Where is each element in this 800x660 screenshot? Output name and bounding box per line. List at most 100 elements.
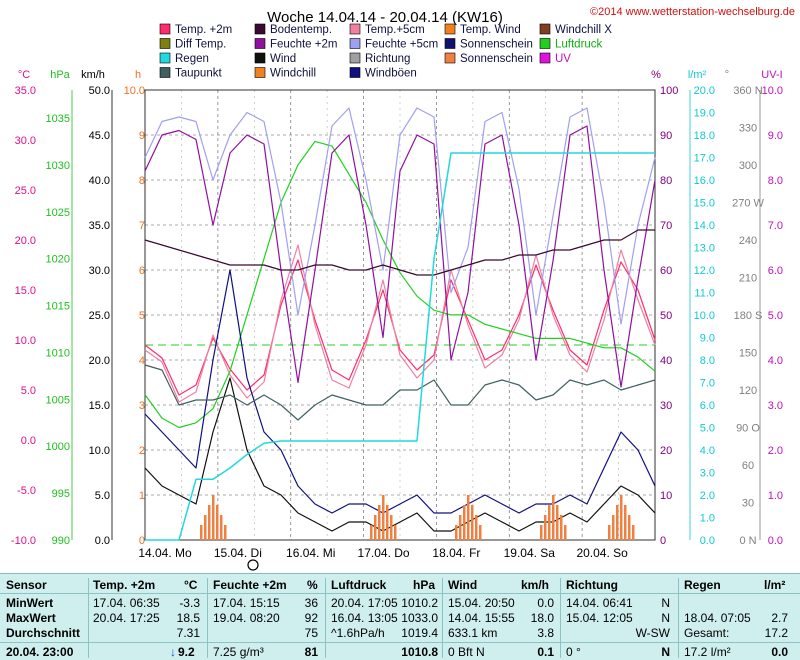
axis-unit-dir: ° <box>725 69 729 81</box>
axis-tick-hum: 50 <box>660 310 672 322</box>
axis-tick-sun: 10.0 <box>124 85 145 97</box>
axis-tick-uv: 2.0 <box>768 445 783 457</box>
sunshine-bar <box>544 515 547 540</box>
axis-tick-rain: 6.0 <box>700 400 715 412</box>
axis-tick-sun: 5 <box>139 310 145 322</box>
axis-tick-wind: 45.0 <box>89 130 110 142</box>
stats-cell-hum_val: 92 <box>304 611 318 625</box>
stats-cell-press_val: 1019.4 <box>401 626 438 640</box>
legend-swatch <box>349 52 361 64</box>
sunshine-bar <box>204 515 207 540</box>
axis-tick-temp: -10.0 <box>11 535 36 547</box>
axis-unit-hum: % <box>651 69 661 81</box>
axis-unit-temp: °C <box>18 69 30 81</box>
stats-header-temp: Temp. +2m <box>93 578 156 592</box>
axis-tick-dir: 300 <box>739 160 757 172</box>
axis-tick-dir: 240 <box>739 235 757 247</box>
current-hum-extra: 7.25 g/m³ <box>213 645 264 659</box>
sunshine-bar <box>475 515 478 540</box>
axis-unit-press: hPa <box>50 69 70 81</box>
axis-tick-hum: 30 <box>660 400 672 412</box>
legend-item: Diff Temp. <box>175 39 226 51</box>
time-cursor-icon[interactable] <box>247 559 259 571</box>
axis-tick-wind: 40.0 <box>89 175 110 187</box>
axis-tick-hum: 100 <box>660 85 678 97</box>
axis-tick-hum: 90 <box>660 130 672 142</box>
axis-tick-rain: 15.0 <box>694 198 715 210</box>
stats-header-hum: Feuchte +2m <box>213 578 287 592</box>
axis-tick-uv: 0.0 <box>768 535 783 547</box>
axis-tick-wind: 15.0 <box>89 400 110 412</box>
stats-cell-press_time: 16.04. 13:05 <box>331 611 398 625</box>
stats-cell-label: MinWert <box>6 596 54 610</box>
stats-cell-hum_val: 36 <box>304 596 318 610</box>
axis-tick-uv: 4.0 <box>768 355 783 367</box>
axis-tick-temp: 35.0 <box>15 85 36 97</box>
current-wind-extra: 0 Bft N <box>448 645 485 659</box>
stats-header-sensor: Sensor <box>6 578 47 592</box>
axis-tick-temp: 25.0 <box>15 185 36 197</box>
sunshine-bar <box>548 505 551 540</box>
sunshine-bar <box>540 525 543 540</box>
series-line <box>144 269 656 514</box>
stats-cell-hum_time: 19.04. 08:20 <box>213 611 280 625</box>
stats-cell-dir_time: 15.04. 12:05 <box>566 611 633 625</box>
stats-cell-rain_time: 18.04. 07:05 <box>684 611 751 625</box>
axis-tick-wind: 30.0 <box>89 265 110 277</box>
legend-swatch <box>539 52 551 64</box>
axis-tick-dir: 150 <box>739 348 757 360</box>
stats-cell-wind_time: 15.04. 20:50 <box>448 596 515 610</box>
sunshine-bar <box>624 505 627 540</box>
copyright-text[interactable]: ©2014 www.wetterstation-wechselburg.de <box>590 6 795 18</box>
stats-cell-press_val: 1033.0 <box>401 611 438 625</box>
sunshine-bar <box>459 515 462 540</box>
stats-header-wind: Wind <box>448 578 478 592</box>
axis-tick-rain: 20.0 <box>694 85 715 97</box>
axis-tick-press: 1030 <box>46 160 70 172</box>
x-axis-label: 19.04. Sa <box>504 546 556 560</box>
axis-tick-sun: 1 <box>139 490 145 502</box>
axis-tick-temp: -5.0 <box>17 485 36 497</box>
axis-tick-sun: 7 <box>139 220 145 232</box>
axis-tick-rain: 0.0 <box>700 535 715 547</box>
axis-tick-hum: 20 <box>660 445 672 457</box>
sunshine-bar <box>374 515 377 540</box>
current-press-val: 1010.8 <box>401 645 438 659</box>
axis-tick-rain: 8.0 <box>700 355 715 367</box>
legend-item: Feuchte +2m <box>270 39 337 51</box>
legend-item: Windböen <box>365 68 417 80</box>
stats-cell-dir_val: N <box>661 611 670 625</box>
stats-cell-wind_val: 3.8 <box>537 626 554 640</box>
current-dir-extra: 0 ° <box>566 645 581 659</box>
stats-cell-wind_val: 18.0 <box>530 611 554 625</box>
axis-tick-press: 1035 <box>46 113 70 125</box>
legend-swatch <box>539 38 551 49</box>
series-line <box>144 377 656 532</box>
legend-swatch <box>444 52 456 64</box>
axis-tick-temp: 10.0 <box>15 335 36 347</box>
chart-title: Woche 14.04.14 - 20.04.14 (KW16) <box>267 9 503 26</box>
x-axis-label: 15.04. Di <box>214 546 262 560</box>
stats-cell-temp_val: -3.3 <box>179 596 200 610</box>
legend-item: Temp.+5cm <box>365 24 425 36</box>
axis-tick-wind: 20.0 <box>89 355 110 367</box>
sunshine-bar <box>560 515 563 540</box>
stats-cell-label: MaxWert <box>6 611 56 625</box>
axis-tick-wind: 5.0 <box>95 490 110 502</box>
axis-tick-rain: 2.0 <box>700 490 715 502</box>
axis-tick-rain: 17.0 <box>694 153 715 165</box>
legend-swatch <box>159 67 171 78</box>
legend-swatch <box>254 23 266 35</box>
axis-tick-dir: 330 <box>739 123 757 135</box>
sunshine-bar <box>216 505 219 540</box>
legend-item: Sonnenschein <box>460 39 533 51</box>
axis-tick-press: 995 <box>52 488 70 500</box>
stats-header-press: Luftdruck <box>331 578 387 592</box>
stats-cell-press_time: ^1.6hPa/h <box>331 626 385 640</box>
axis-tick-wind: 25.0 <box>89 310 110 322</box>
axis-tick-uv: 7.0 <box>768 220 783 232</box>
legend-swatch <box>254 67 266 78</box>
weather-chart: Woche 14.04.14 - 20.04.14 (KW16) ©2014 w… <box>10 6 795 571</box>
legend-item: Taupunkt <box>175 68 222 80</box>
stats-cell-press_val: 1010.2 <box>401 596 438 610</box>
